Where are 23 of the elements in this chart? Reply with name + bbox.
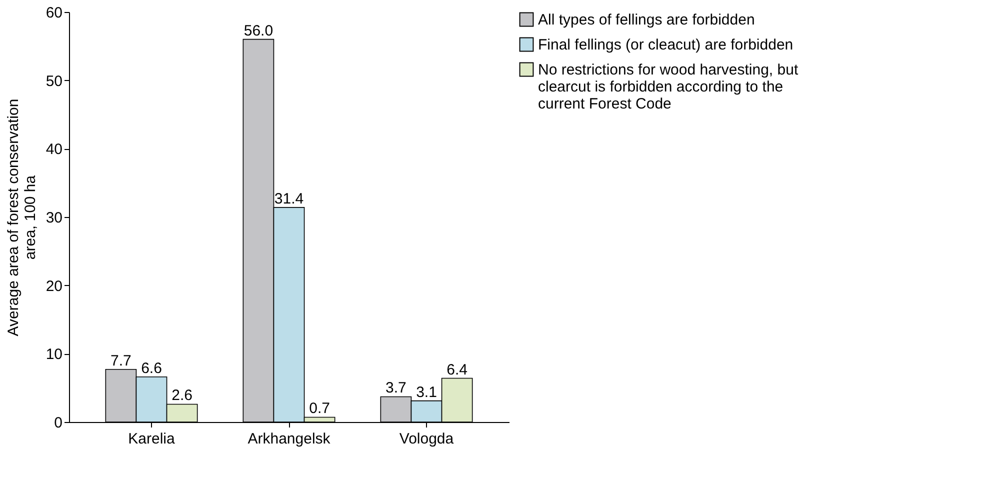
- legend-label: Final fellings (or cleacut) are forbidden: [538, 36, 794, 54]
- data-label: 7.7: [110, 352, 132, 370]
- data-label: 56.0: [244, 22, 274, 40]
- data-label: 6.6: [141, 360, 162, 377]
- y-tick-label: 60: [46, 4, 62, 22]
- y-axis-title: Average area of forest conservation area, 100 ha: [4, 98, 39, 336]
- legend-label: All types of fellings are forbidden: [538, 12, 755, 28]
- y-tick-label: 0: [54, 414, 62, 432]
- data-label: 0.7: [309, 400, 330, 418]
- data-label: 2.6: [172, 387, 192, 404]
- y-tick-label: 10: [46, 346, 62, 364]
- x-tick-label: Arkhangelsk: [248, 430, 331, 448]
- data-label: 3.1: [416, 384, 437, 401]
- legend-label: No restrictions for wood harvesting, but clearcut is forbidden according to the current Forest Code: [538, 62, 799, 112]
- x-tick-label: Karelia: [128, 430, 176, 448]
- x-tick-label: Vologda: [399, 430, 454, 448]
- data-label: 31.4: [274, 190, 304, 208]
- y-tick-label: 30: [46, 210, 62, 226]
- data-label: 6.4: [446, 361, 468, 378]
- y-tick-label: 40: [46, 141, 62, 158]
- y-tick-label: 20: [46, 278, 62, 295]
- y-tick-label: 50: [46, 72, 62, 90]
- data-label: 3.7: [386, 380, 406, 397]
